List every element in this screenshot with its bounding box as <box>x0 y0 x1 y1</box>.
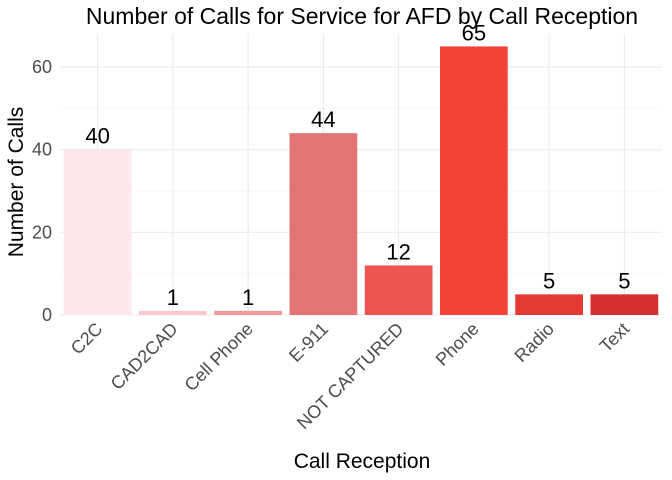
data-label: 1 <box>167 285 179 310</box>
y-tick-label: 20 <box>32 222 52 242</box>
bar <box>139 310 207 315</box>
x-tick-label: Cell Phone <box>181 319 257 395</box>
data-label: 5 <box>618 268 630 293</box>
data-label: 5 <box>543 268 555 293</box>
y-tick-label: 40 <box>32 140 52 160</box>
bar <box>364 265 433 315</box>
data-label: 40 <box>85 124 109 149</box>
bars <box>63 46 659 315</box>
bar <box>289 133 358 315</box>
bar <box>515 294 583 315</box>
data-label: 44 <box>311 107 335 132</box>
x-tick-label: Phone <box>432 319 483 370</box>
x-tick-label: Text <box>596 319 633 356</box>
bar <box>440 46 508 315</box>
bar <box>590 294 659 315</box>
y-axis-tick-labels: 0 20 40 60 <box>32 57 52 325</box>
bar <box>63 149 132 315</box>
data-label: 1 <box>242 285 254 310</box>
data-label: 12 <box>386 239 410 264</box>
bar <box>214 310 282 315</box>
chart-title: Number of Calls for Service for AFD by C… <box>86 3 638 29</box>
data-label: 65 <box>462 20 486 45</box>
x-tick-label: C2C <box>67 319 107 359</box>
y-tick-label: 60 <box>32 57 52 77</box>
x-tick-label: E-911 <box>285 319 332 366</box>
x-tick-label: CAD2CAD <box>107 319 182 394</box>
grid-lines <box>60 34 662 316</box>
x-axis-title: Call Reception <box>294 450 431 473</box>
y-tick-label: 0 <box>42 305 52 325</box>
data-labels: 40 1 1 44 12 65 5 5 <box>85 20 630 309</box>
x-tick-label: Radio <box>511 319 558 366</box>
y-axis-title: Number of Calls <box>5 107 28 258</box>
